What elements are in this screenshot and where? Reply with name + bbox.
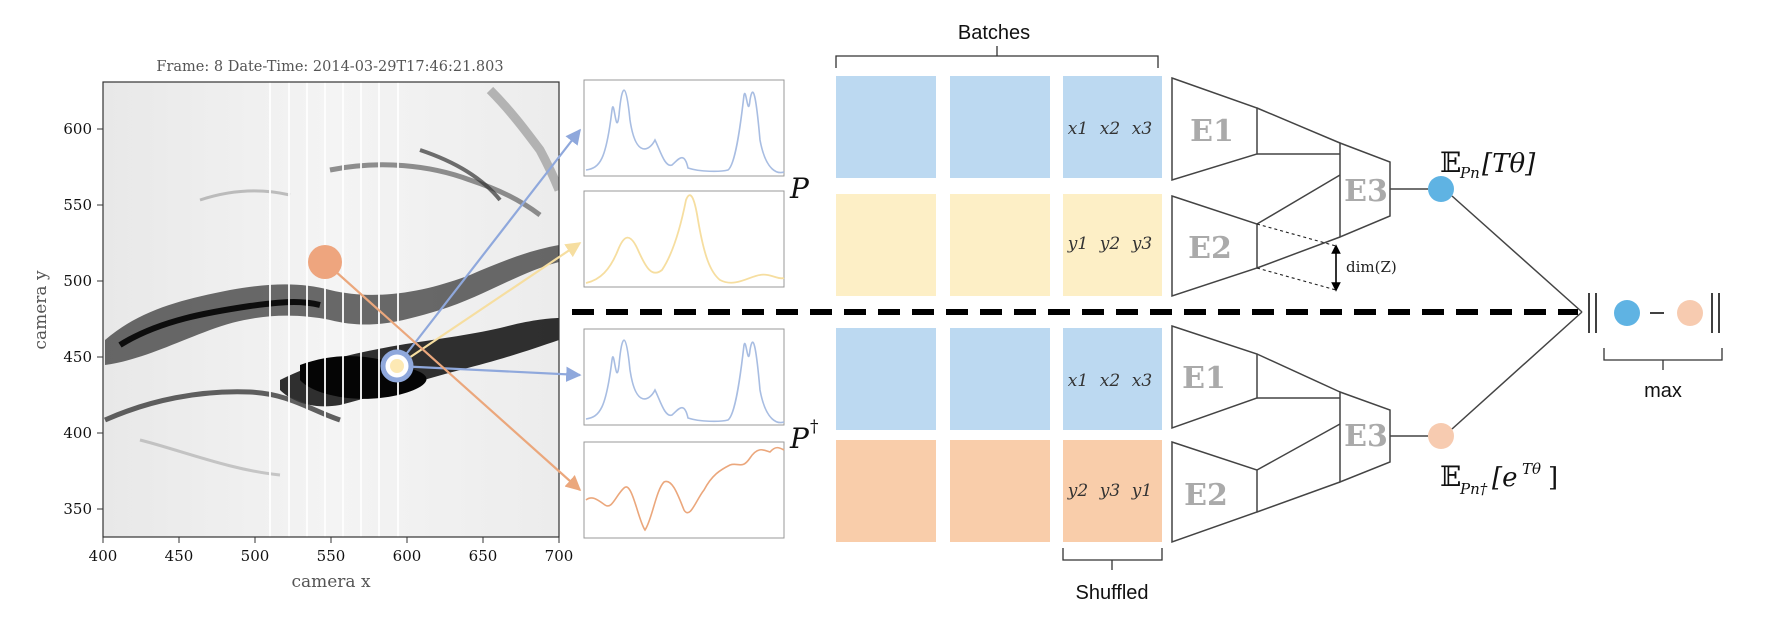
yellow-pixel-center	[390, 359, 404, 373]
batch-block	[836, 328, 936, 430]
expectation-subscript: Pn	[1459, 164, 1480, 182]
expectation-argument-close: ]	[1548, 463, 1558, 493]
y-tick-label: 350	[63, 500, 92, 518]
batch-block	[950, 328, 1050, 430]
x-axis	[102, 537, 560, 543]
arrow-orange	[324, 261, 582, 492]
expectation-argument-open: [e	[1492, 463, 1518, 493]
batch-blocks-top	[836, 76, 1162, 296]
distribution-p-dagger-label: P	[789, 422, 810, 455]
encoder-network-top	[1171, 76, 1391, 298]
encoder-e2-label: E2	[1184, 478, 1228, 513]
encoder-network-bottom	[1171, 324, 1391, 544]
spectrum-plot-yellow	[583, 190, 785, 288]
expectation-argument: [Tθ]	[1482, 149, 1536, 179]
batch-var: x1	[1068, 119, 1088, 139]
arrow-blue-to-top	[396, 128, 581, 367]
batch-var: y1	[1067, 234, 1088, 254]
dimz-dotted-bottom	[1256, 267, 1337, 291]
frame-header: Frame: 8 Date-Time: 2014-03-29T17:46:21.…	[156, 59, 503, 75]
expectation-e-symbol: 𝔼	[1440, 460, 1461, 493]
batch-block	[836, 194, 936, 296]
batch-var: y2	[1067, 481, 1088, 501]
batch-blocks-bottom	[836, 328, 1162, 542]
solar-image	[103, 82, 559, 537]
orange-pixel-marker	[308, 245, 342, 279]
encoder-e2-shape	[1171, 440, 1258, 544]
y-tick-label: 600	[63, 120, 92, 138]
x-tick-label: 450	[165, 547, 194, 565]
output-dot-top	[1428, 176, 1454, 202]
norm-dot-blue	[1614, 300, 1640, 326]
encoder-e2-label: E2	[1188, 231, 1232, 266]
expectation-top: 𝔼 Pn [Tθ]	[1440, 146, 1536, 182]
batch-var: y3	[1131, 234, 1152, 254]
batch-block	[836, 440, 936, 542]
batch-block	[950, 76, 1050, 178]
merge-line-bottom	[1451, 311, 1583, 430]
dimz-dotted-top	[1256, 223, 1337, 247]
batch-var: x2	[1100, 371, 1120, 391]
max-label: max	[1644, 380, 1682, 402]
batch-var: y3	[1099, 481, 1120, 501]
dagger-symbol: †	[810, 417, 819, 437]
spectrum-plot-orange	[583, 441, 785, 539]
y-axis	[97, 128, 103, 510]
batch-block	[1063, 328, 1162, 430]
expectation-superscript: Tθ	[1522, 460, 1541, 478]
encoder-e3-shape	[1339, 390, 1391, 484]
output-dot-bottom	[1428, 423, 1454, 449]
y-tick-label: 400	[63, 424, 92, 442]
distribution-p-label: P	[789, 172, 810, 205]
batch-block	[950, 194, 1050, 296]
spectrum-plot-blue-bottom	[583, 328, 785, 426]
encoder-e3-label: E3	[1344, 174, 1388, 209]
y-tick-label: 500	[63, 272, 92, 290]
arrow-blue-to-bottom	[396, 364, 582, 383]
batch-block	[1063, 76, 1162, 178]
max-bracket	[1603, 348, 1723, 370]
batch-var: y1	[1131, 481, 1152, 501]
y-tick-label: 450	[63, 348, 92, 366]
y-tick-label: 550	[63, 196, 92, 214]
x-tick-label: 500	[241, 547, 270, 565]
encoder-e1-label: E1	[1190, 114, 1234, 149]
x-tick-label: 550	[317, 547, 346, 565]
encoder-e3-shape	[1339, 141, 1391, 239]
batch-var: x3	[1132, 371, 1152, 391]
x-tick-label: 650	[469, 547, 498, 565]
shuffled-label: Shuffled	[1075, 582, 1148, 604]
x-axis-label: camera x	[291, 572, 371, 592]
x-tick-label: 400	[89, 547, 118, 565]
batch-var: x3	[1132, 119, 1152, 139]
merge-line-top	[1451, 195, 1583, 313]
norm-dot-peach	[1677, 300, 1703, 326]
encoder-e3-label: E3	[1344, 419, 1388, 454]
batch-var: x2	[1100, 119, 1120, 139]
expectation-subscript: Pn†	[1459, 480, 1488, 498]
x-tick-label: 700	[545, 547, 574, 565]
expectation-bottom: 𝔼 Pn† [e Tθ ]	[1440, 460, 1558, 498]
encoder-e1-label: E1	[1182, 361, 1226, 396]
batch-var: y2	[1099, 234, 1120, 254]
dimz-label: dim(Z)	[1346, 258, 1397, 276]
batch-block	[1063, 194, 1162, 296]
expectation-e-symbol: 𝔼	[1440, 146, 1461, 179]
y-axis-label: camera y	[31, 270, 51, 350]
norm-difference	[1588, 293, 1720, 333]
batch-block	[1063, 440, 1162, 542]
batch-block	[836, 76, 936, 178]
x-tick-label: 600	[393, 547, 422, 565]
spectrum-plot-blue-top	[583, 79, 785, 177]
batches-label: Batches	[958, 22, 1030, 44]
arrow-yellow	[396, 242, 582, 367]
shuffled-bracket	[1062, 548, 1163, 570]
batches-bracket	[835, 46, 1159, 68]
batch-var: x1	[1068, 371, 1088, 391]
batch-block	[950, 440, 1050, 542]
